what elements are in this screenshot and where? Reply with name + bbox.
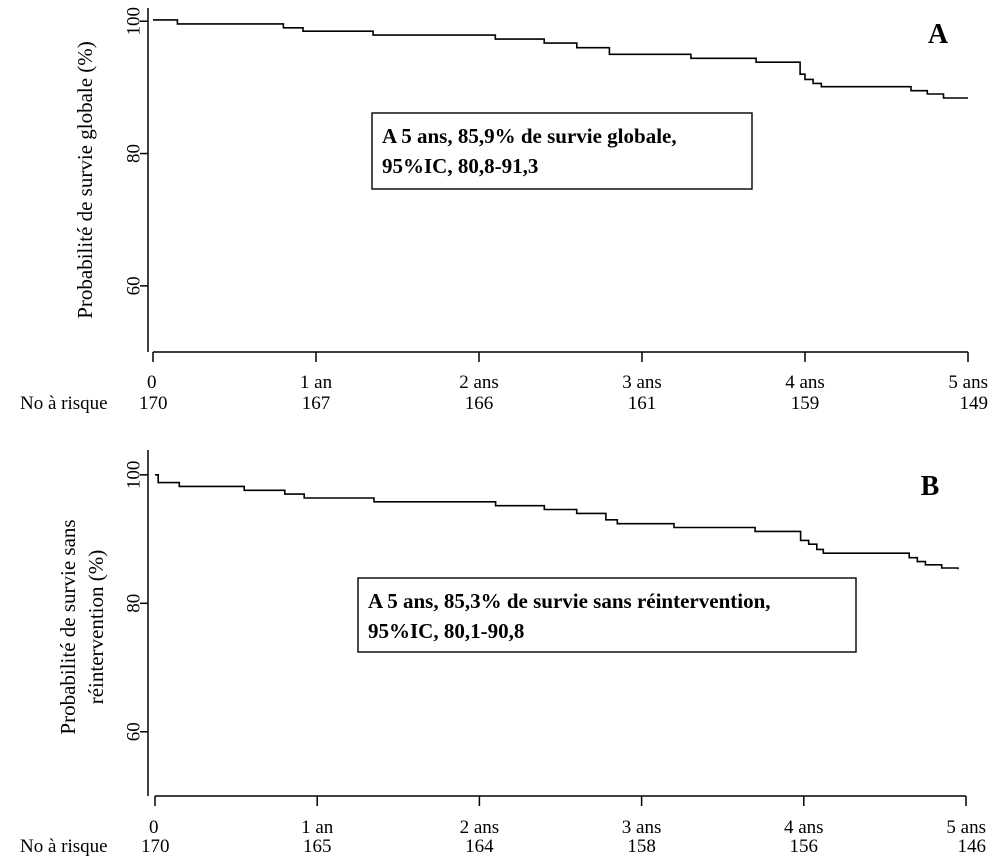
at-risk-count-0: 170 [141, 836, 170, 857]
y-tick-label-80: 80 [123, 144, 144, 163]
at-risk-count-1: 167 [302, 393, 331, 414]
panel-letter: A [928, 19, 949, 50]
annotation-box [357, 577, 857, 653]
annotation-text: 95%IC, 80,1-90,8 [368, 619, 524, 643]
annotation-text: A 5 ans, 85,3% de survie sans réinterven… [368, 589, 771, 613]
x-tick-label-3: 3 ans [622, 817, 662, 838]
x-tick-label-2: 2 ans [459, 372, 499, 393]
y-tick-label-80: 80 [123, 594, 144, 613]
x-tick-label-5: 5 ans [948, 372, 988, 393]
at-risk-count-1: 165 [303, 836, 332, 857]
y-tick-label-60: 60 [123, 722, 144, 741]
at-risk-count-5: 149 [960, 393, 989, 414]
x-tick-label-0: 0 [147, 372, 157, 393]
at-risk-count-3: 158 [627, 836, 656, 857]
at-risk-count-3: 161 [628, 393, 657, 414]
x-tick-label-1: 1 an [301, 817, 334, 838]
panel-letter: B [921, 471, 940, 502]
at-risk-count-2: 164 [465, 836, 494, 857]
x-tick-label-4: 4 ans [784, 817, 824, 838]
x-tick-label-2: 2 ans [460, 817, 500, 838]
x-tick-label-1: 1 an [300, 372, 333, 393]
annotation-box [371, 112, 753, 190]
at-risk-count-4: 156 [790, 836, 819, 857]
y-tick-label-100: 100 [123, 7, 144, 36]
annotation-text: A 5 ans, 85,9% de survie globale, [382, 124, 677, 148]
x-tick-label-4: 4 ans [785, 372, 825, 393]
at-risk-count-0: 170 [139, 393, 168, 414]
at-risk-count-5: 146 [958, 836, 987, 857]
y-axis-label: réintervention (%) [84, 550, 108, 705]
survival-curve [153, 19, 968, 99]
annotation-text: 95%IC, 80,8-91,3 [382, 154, 538, 178]
at-risk-count-2: 166 [465, 393, 494, 414]
at-risk-count-4: 159 [791, 393, 820, 414]
y-tick-label-60: 60 [123, 276, 144, 295]
at-risk-label: No à risque [20, 836, 108, 857]
x-tick-label-5: 5 ans [946, 817, 986, 838]
at-risk-label: No à risque [20, 393, 108, 414]
x-tick-label-0: 0 [149, 817, 159, 838]
y-axis-label: Probabilité de survie sans [56, 519, 80, 734]
y-tick-label-100: 100 [123, 461, 144, 490]
y-axis-label: Probabilité de survie globale (%) [73, 41, 97, 319]
survival-curve [155, 473, 959, 570]
x-tick-label-3: 3 ans [622, 372, 662, 393]
